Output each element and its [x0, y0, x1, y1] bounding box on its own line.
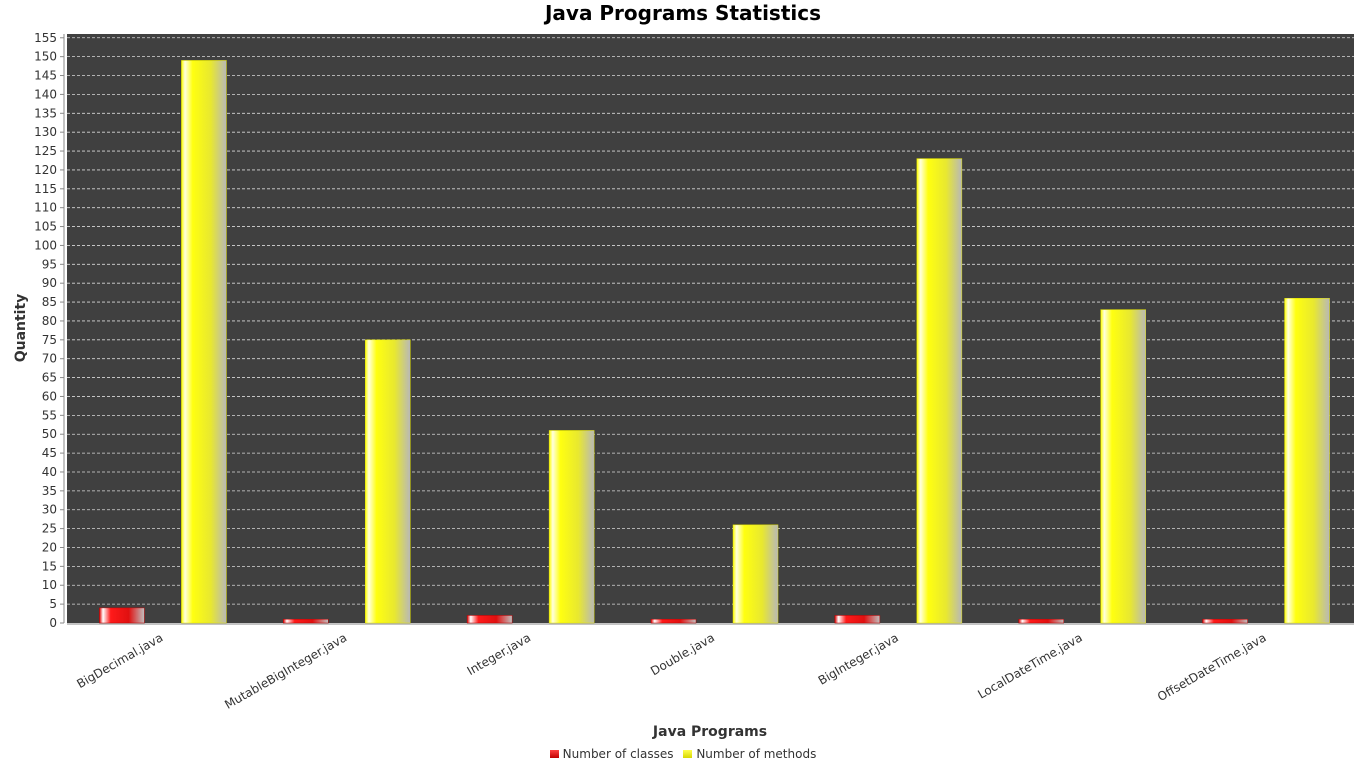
y-tick-label: 10 — [42, 578, 57, 592]
x-tick-label: BigDecimal.java — [74, 630, 165, 691]
y-tick-label: 60 — [42, 389, 57, 403]
y-tick-label: 15 — [42, 559, 57, 573]
y-tick-label: 30 — [42, 503, 57, 517]
y-tick-label: 65 — [42, 371, 57, 385]
legend-label-methods: Number of methods — [696, 747, 817, 761]
y-tick-label: 70 — [42, 352, 57, 366]
bar-methods-1 — [365, 339, 411, 624]
y-tick-label: 45 — [42, 446, 57, 460]
x-tick-label: Double.java — [648, 630, 717, 678]
bar-classes-4 — [834, 615, 881, 624]
y-tick-label: 0 — [49, 616, 57, 630]
bars — [99, 60, 1330, 624]
y-tick-label: 80 — [42, 314, 57, 328]
y-tick-label: 140 — [34, 87, 57, 101]
legend-label-classes: Number of classes — [562, 747, 674, 761]
bar-classes-6 — [1202, 618, 1248, 624]
y-tick-label: 85 — [42, 295, 57, 309]
bar-methods-6 — [1284, 298, 1330, 624]
bar-classes-0 — [99, 607, 145, 624]
y-tick-label: 145 — [34, 69, 57, 83]
y-tick-label: 25 — [42, 522, 57, 536]
bar-methods-2 — [548, 430, 595, 624]
x-tick-label: LocalDateTime.java — [975, 630, 1084, 701]
bar-methods-0 — [181, 60, 227, 624]
bar-classes-2 — [466, 615, 513, 624]
legend: Number of classes Number of methods — [0, 747, 1366, 761]
y-tick-label: 5 — [49, 597, 57, 611]
y-axis: 0 5 10 15 20 25 30 35 40 45 50 55 60 65 70 75 80 85 90 95 10… — [34, 31, 65, 630]
y-tick-label: 130 — [34, 125, 57, 139]
x-tick-label: MutableBigInteger.java — [222, 630, 349, 711]
y-tick-label: 120 — [34, 163, 57, 177]
x-tick-label: BigInteger.java — [816, 630, 901, 687]
y-tick-label: 90 — [42, 276, 57, 290]
bar-classes-5 — [1018, 618, 1064, 624]
bar-methods-4 — [916, 158, 963, 624]
x-axis-label: Java Programs — [652, 724, 767, 740]
bar-classes-1 — [283, 618, 329, 624]
bar-classes-3 — [650, 618, 697, 624]
x-tick-label: OffsetDateTime.java — [1155, 630, 1269, 704]
legend-swatch-methods — [683, 750, 693, 758]
x-tick-label: Integer.java — [465, 630, 534, 678]
y-tick-label: 55 — [42, 408, 57, 422]
chart-title: Java Programs Statistics — [544, 1, 822, 25]
legend-item-classes: Number of classes — [549, 747, 674, 761]
y-tick-label: 75 — [42, 333, 57, 347]
y-tick-label: 125 — [34, 144, 57, 158]
y-tick-label: 155 — [34, 31, 57, 45]
y-tick-label: 100 — [34, 238, 57, 252]
y-tick-label: 35 — [42, 484, 57, 498]
y-tick-label: 135 — [34, 106, 57, 120]
y-tick-label: 150 — [34, 50, 57, 64]
y-tick-label: 50 — [42, 427, 57, 441]
legend-swatch-classes — [549, 750, 559, 758]
legend-item-methods: Number of methods — [683, 747, 816, 761]
plot-area — [67, 34, 1354, 623]
y-tick-label: 40 — [42, 465, 57, 479]
bar-methods-3 — [732, 524, 779, 624]
y-tick-label: 20 — [42, 540, 57, 554]
x-axis: BigDecimal.java MutableBigInteger.java Int… — [67, 623, 1354, 712]
y-tick-label: 115 — [34, 182, 57, 196]
y-tick-label: 105 — [34, 220, 57, 234]
y-tick-label: 95 — [42, 257, 57, 271]
bar-methods-5 — [1100, 309, 1146, 624]
y-axis-label: Quantity — [13, 294, 29, 363]
y-tick-label: 110 — [34, 201, 57, 215]
